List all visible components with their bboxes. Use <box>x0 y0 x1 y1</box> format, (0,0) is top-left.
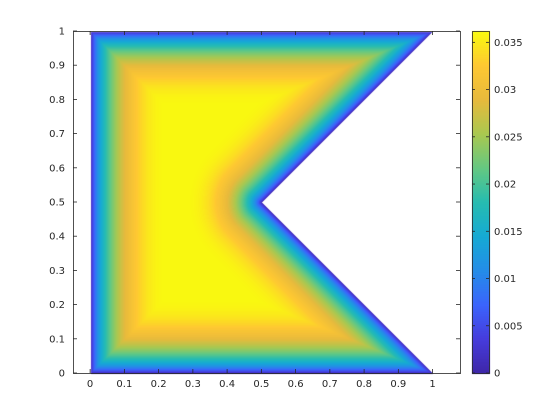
x-axis: 0 0.1 0.2 0.3 0.4 0.5 0.6 0.7 0.8 0.9 1 <box>87 31 436 390</box>
x-tick-label: 0.9 <box>390 379 406 390</box>
colorbar-tick-label: 0.005 <box>494 321 523 332</box>
x-tick-label: 0 <box>87 379 93 390</box>
x-tick-label: 0.5 <box>253 379 269 390</box>
y-tick-label: 0.5 <box>49 198 65 209</box>
x-tick-label: 0.2 <box>151 379 167 390</box>
x-tick-label: 0.3 <box>185 379 201 390</box>
x-tick-label: 0.1 <box>116 379 132 390</box>
y-tick-label: 0.7 <box>49 129 65 140</box>
axes-frame <box>73 31 461 374</box>
x-tick-label: 1 <box>429 379 435 390</box>
y-tick-label: 0.2 <box>49 300 65 311</box>
x-tick-label: 0.8 <box>356 379 372 390</box>
y-tick-label: 0.9 <box>49 61 65 72</box>
colorbar-tick-label: 0.03 <box>494 85 516 96</box>
colorbar-tick-label: 0 <box>494 369 500 380</box>
x-tick-label: 0.6 <box>288 379 304 390</box>
colorbar-tick-label: 0.035 <box>494 38 523 49</box>
colorbar-tick-label: 0.01 <box>494 274 516 285</box>
y-tick-label: 0.8 <box>49 95 65 106</box>
colorbar-tick-label: 0.015 <box>494 227 523 238</box>
y-tick-label: 1 <box>59 27 65 38</box>
y-tick-label: 0 <box>59 369 65 380</box>
y-tick-label: 0.3 <box>49 266 65 277</box>
colorbar-box <box>472 31 490 374</box>
y-tick-label: 0.6 <box>49 163 65 174</box>
colorbar-tick-label: 0.02 <box>494 180 516 191</box>
y-axis: 0 0.1 0.2 0.3 0.4 0.5 0.6 0.7 0.8 0.9 1 <box>49 27 460 380</box>
x-tick-label: 0.7 <box>322 379 338 390</box>
y-tick-label: 0.4 <box>49 232 65 243</box>
y-tick-label: 0.1 <box>49 334 65 345</box>
axes-box <box>73 31 461 374</box>
colorbar-tick-label: 0.025 <box>494 132 523 143</box>
x-tick-label: 0.4 <box>219 379 235 390</box>
colorbar: 0 0.005 0.01 0.015 0.02 0.025 0.03 0.035 <box>472 31 523 380</box>
